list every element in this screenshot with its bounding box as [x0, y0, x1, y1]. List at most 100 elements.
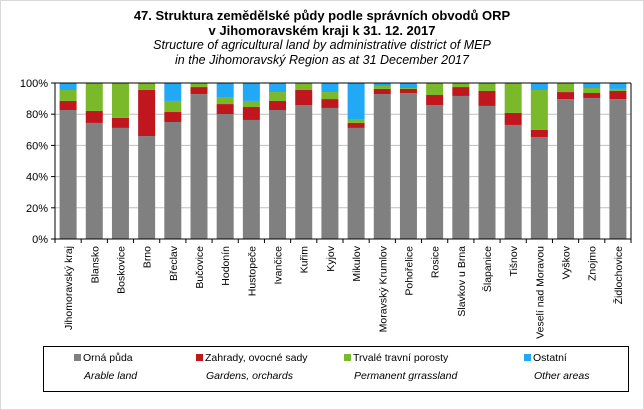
bar-segment-grassland [373, 85, 391, 89]
bar-segment-gardens [557, 92, 575, 100]
bar-segment-grassland [242, 100, 260, 108]
bar-segment-grassland [557, 83, 575, 93]
bar-segment-gardens [295, 90, 313, 105]
x-tick-label: Mikulov [351, 245, 363, 281]
y-tick-label: 40% [26, 172, 48, 184]
bar-segment-gardens [609, 90, 627, 100]
chart-title-en-line2: in the Jihomoravský Region as at 31 Dece… [175, 53, 469, 67]
bar-segment-grassland [478, 83, 496, 91]
bar-segment-grassland [111, 83, 129, 118]
bar-segment-other [164, 83, 182, 101]
x-tick-label: Blansko [89, 246, 101, 284]
bar-segment-arable [609, 99, 627, 239]
legend-swatch-gardens [196, 354, 203, 361]
x-tick-label: Vyškov [561, 245, 573, 279]
bar-segment-gardens [478, 90, 496, 106]
x-tick-label: Slavkov u Brna [456, 246, 468, 317]
y-tick-label: 100% [20, 78, 48, 90]
bar-segment-gardens [269, 100, 287, 110]
bar-segment-arable [583, 97, 601, 239]
bar-segment-other [583, 83, 601, 88]
bar-segment-grassland [295, 83, 313, 91]
x-tick-label: Rosice [430, 246, 442, 278]
bar-segment-gardens [242, 107, 260, 120]
bar-segment-grassland [85, 83, 103, 111]
bar-segment-gardens [504, 112, 522, 125]
chart-title-cz-line1: 47. Struktura zemědělské půdy podle sprá… [133, 8, 511, 23]
legend-item-gardens: Zahrady, ovocné sady Gardens, orchards [196, 352, 308, 382]
bar-segment-other [609, 83, 627, 89]
x-tick-label: Šlapanice [481, 246, 494, 292]
bar-segment-arable [530, 136, 548, 239]
bar-segment-other [242, 83, 260, 101]
bar-segment-gardens [190, 87, 208, 95]
bar-segment-gardens [399, 88, 417, 93]
legend-item-other: Ostatní Other areas [524, 352, 589, 382]
stacked-bar-chart: 0% 20% 40% 60% 80% 100% Jihomoravský kraj Blans… [20, 78, 632, 339]
bar-segment-arable [478, 105, 496, 240]
x-tick-label: Ivančice [273, 246, 285, 285]
bar-segment-arable [164, 122, 182, 239]
bar-segment-arable [347, 127, 365, 239]
bar-segment-gardens [85, 110, 103, 123]
x-tick-label: Jihomoravský kraj [63, 246, 75, 330]
chart-title-cz-line2: v Jihomoravském kraji k 31. 12. 2017 [208, 23, 436, 38]
bar-segment-gardens [111, 117, 129, 128]
bar-segment-gardens [59, 100, 77, 110]
bar-segment-grassland [216, 97, 234, 105]
bar-segment-gardens [321, 99, 339, 108]
x-tick-label: Moravský Krumlov [377, 245, 389, 332]
bar-segment-arable [190, 94, 208, 239]
bar-segment-gardens [216, 104, 234, 115]
y-tick-label: 20% [26, 203, 48, 215]
bar-segment-grassland [59, 90, 77, 101]
bar-segment-other [269, 83, 287, 93]
bar-segment-arable [295, 105, 313, 239]
legend-label-gardens: Zahrady, ovocné sady [205, 352, 308, 364]
bar-segment-gardens [164, 112, 182, 122]
bar-segment-gardens [138, 90, 156, 137]
bar-segment-grassland [583, 87, 601, 93]
bar-segment-grassland [426, 83, 444, 96]
bar-segment-arable [111, 127, 129, 239]
legend-label-arable-en: Arable land [84, 370, 138, 382]
legend: Orná půda Arable land Zahrady, ovocné sa… [43, 346, 629, 392]
legend-swatch-grassland [344, 354, 351, 361]
bar-segment-gardens [530, 129, 548, 137]
bar-segment-gardens [373, 88, 391, 95]
bar-segment-arable [216, 114, 234, 239]
bar-segment-arable [138, 136, 156, 239]
bar-segment-arable [242, 119, 260, 239]
bar-segment-arable [321, 107, 339, 240]
legend-label-other: Ostatní [533, 352, 567, 364]
bar-segment-other [530, 83, 548, 91]
x-tick-label: Znojmo [587, 246, 599, 281]
bar-segment-arable [426, 105, 444, 239]
bar-segment-arable [59, 109, 77, 240]
bar-segment-grassland [164, 100, 182, 113]
bar-segment-gardens [347, 122, 365, 128]
y-tick-label: 60% [26, 140, 48, 152]
legend-label-arable: Orná půda [83, 352, 133, 364]
bar-segment-grassland [504, 83, 522, 113]
legend-label-other-en: Other areas [534, 370, 590, 382]
bar-segment-grassland [452, 83, 470, 88]
bar-segment-arable [504, 124, 522, 239]
legend-label-gardens-en: Gardens, orchards [206, 370, 293, 382]
y-tick-label: 0% [32, 234, 48, 246]
bar-segment-arable [269, 109, 287, 240]
legend-label-grassland-en: Permanent grrassland [354, 370, 458, 382]
x-tick-label: Brno [142, 246, 154, 268]
x-tick-label: Veselí nad Moravou [534, 246, 546, 339]
bar-segment-gardens [452, 87, 470, 96]
legend-label-grassland: Trvalé travní porosty [353, 352, 449, 364]
bar-segment-gardens [426, 95, 444, 105]
bar-segment-grassland [530, 90, 548, 130]
legend-swatch-arable [74, 354, 81, 361]
legend-item-arable: Orná půda Arable land [74, 352, 137, 382]
y-tick-label: 80% [26, 109, 48, 121]
x-tick-label: Kuřim [299, 246, 311, 274]
x-tick-label: Tišnov [508, 245, 520, 276]
bar-segment-gardens [583, 92, 601, 98]
bar-segment-arable [399, 92, 417, 239]
